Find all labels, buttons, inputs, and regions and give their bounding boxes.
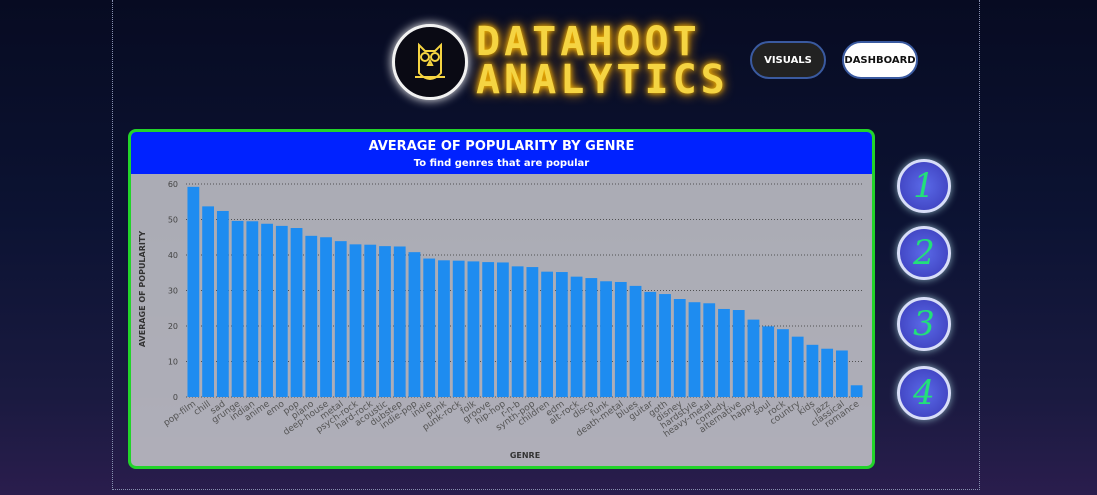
- page-button[interactable]: 3: [897, 297, 951, 351]
- bar: [747, 319, 760, 397]
- bar: [526, 267, 539, 397]
- bar: [290, 228, 303, 397]
- y-tick-label: 20: [168, 322, 178, 331]
- bar: [585, 278, 598, 397]
- bar: [629, 285, 642, 397]
- bar: [231, 220, 244, 397]
- bar: [393, 246, 406, 397]
- bar: [349, 244, 362, 397]
- x-axis-label: GENRE: [510, 451, 540, 460]
- brand-line: DATAHOOT: [476, 19, 701, 65]
- owl-icon: [415, 42, 445, 80]
- bar: [644, 291, 657, 397]
- bar: [659, 294, 671, 397]
- x-tick-label: pop-film: [162, 399, 198, 428]
- bar: [275, 225, 288, 397]
- bar: [850, 385, 863, 397]
- bar: [821, 348, 834, 397]
- bar: [688, 302, 701, 397]
- chart-subtitle: To find genres that are popular: [413, 158, 590, 169]
- bar: [614, 281, 627, 397]
- chart: AVERAGE OF POPULARITY GENRE 0 10 20 30 40 50 6…: [138, 180, 864, 460]
- bar: [806, 344, 819, 397]
- chart-header: AVERAGE OF POPULARITY BY GENRE To find g…: [131, 132, 872, 174]
- bar: [703, 303, 716, 397]
- bar: [791, 336, 804, 397]
- bar: [835, 350, 848, 397]
- bar: [467, 261, 480, 397]
- bar: [423, 258, 436, 397]
- y-axis-label: AVERAGE OF POPULARITY: [138, 231, 147, 347]
- page-button[interactable]: 2: [897, 226, 951, 280]
- bar: [673, 299, 686, 397]
- bar: [187, 186, 200, 397]
- chart-title: AVERAGE OF POPULARITY BY GENRE: [368, 139, 635, 154]
- bar: [555, 272, 568, 397]
- owl-logo: [392, 24, 468, 100]
- bar: [379, 246, 391, 397]
- bar: [762, 326, 775, 397]
- bar: [777, 329, 789, 397]
- bar: [541, 271, 554, 397]
- bar: [261, 223, 273, 397]
- bar: [438, 260, 450, 397]
- bar: [496, 262, 509, 397]
- bar: [600, 281, 612, 397]
- nav-button[interactable]: DASHBOARD: [842, 41, 918, 79]
- y-tick-label: 0: [173, 393, 178, 402]
- bar: [718, 308, 730, 397]
- bar: [570, 276, 583, 397]
- bar: [482, 262, 495, 397]
- bar: [334, 241, 347, 397]
- bar: [320, 237, 332, 397]
- bar: [511, 266, 524, 397]
- bar: [246, 221, 259, 397]
- frame: [112, 0, 980, 490]
- bar: [732, 310, 745, 397]
- nav-button[interactable]: VISUALS: [750, 41, 826, 79]
- page-button[interactable]: 1: [897, 159, 951, 213]
- y-tick-label: 10: [168, 358, 178, 367]
- bar: [202, 206, 215, 397]
- y-tick-label: 50: [168, 216, 178, 225]
- brand-line: ANALYTICS: [476, 57, 729, 103]
- bar: [452, 260, 465, 397]
- bar: [408, 252, 421, 397]
- y-tick-label: 40: [168, 251, 178, 260]
- y-tick-label: 60: [168, 180, 178, 189]
- bar: [216, 210, 229, 397]
- bar: [305, 235, 318, 397]
- bar: [364, 244, 377, 397]
- page-button[interactable]: 4: [897, 366, 951, 420]
- y-tick-label: 30: [168, 287, 178, 296]
- chart-panel: AVERAGE OF POPULARITY BY GENRE To find g…: [128, 129, 875, 469]
